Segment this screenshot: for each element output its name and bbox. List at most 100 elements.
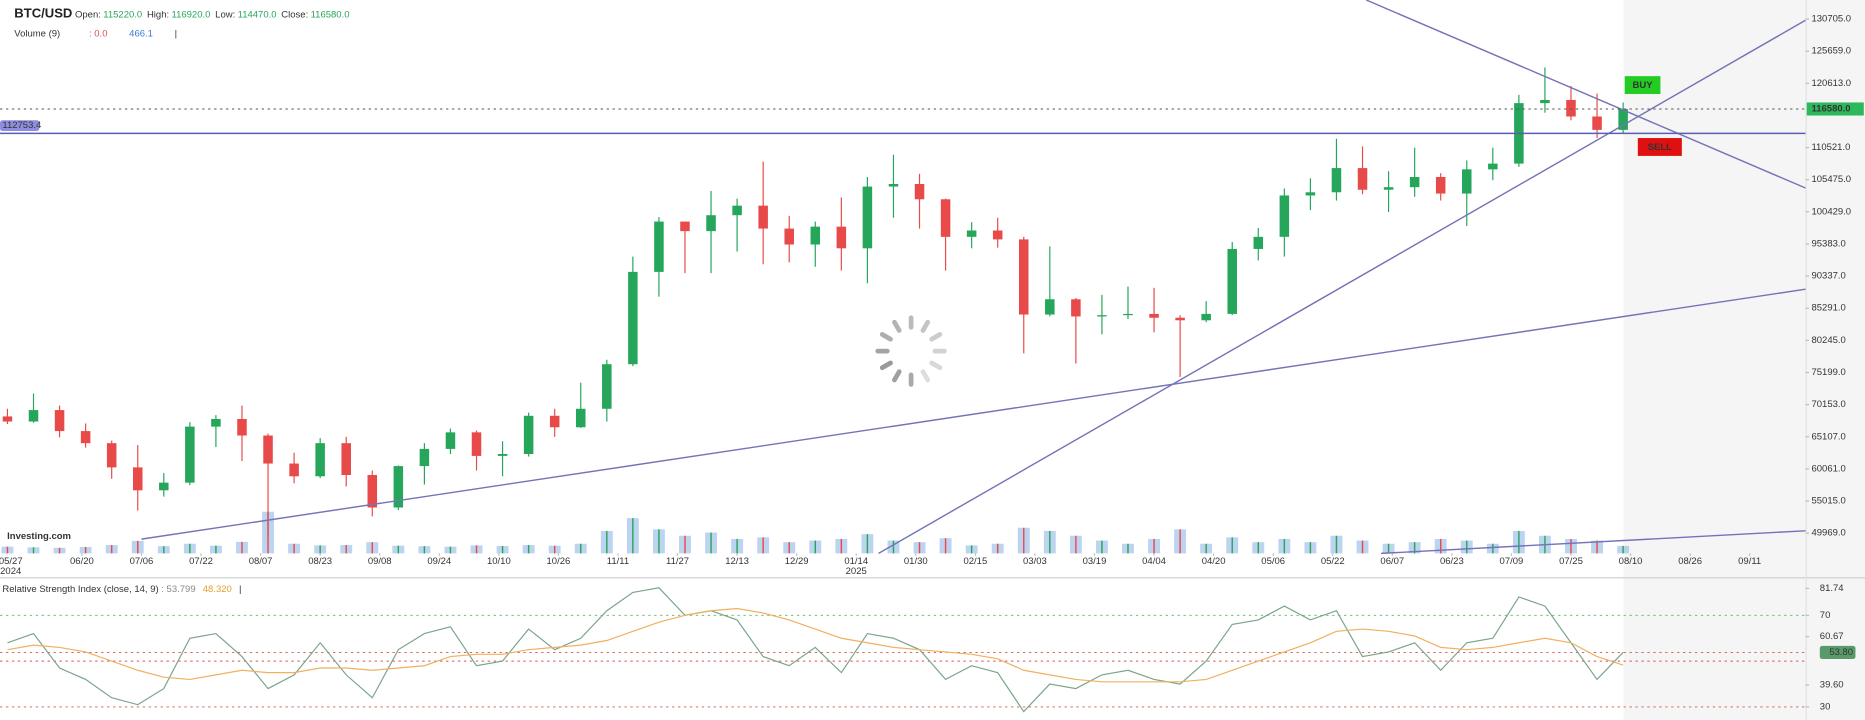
candle-body xyxy=(1045,299,1055,315)
volume-tip xyxy=(1153,538,1155,554)
header: BTC/USD Open: 115220.0 High: 116920.0 Low: 11… xyxy=(14,6,349,21)
y-tick-label: 90337.0 xyxy=(1811,271,1845,282)
candle-body xyxy=(445,432,456,449)
volume-tip xyxy=(684,535,686,554)
x-tick-label: 01/30 xyxy=(904,556,928,567)
volume-tip xyxy=(527,545,530,554)
volume-tip xyxy=(762,537,764,554)
x-tick-label: 02/15 xyxy=(963,556,987,567)
volume-tip xyxy=(1257,542,1259,554)
volume-tip xyxy=(1622,545,1624,554)
x-tick-label: 01/14 xyxy=(844,556,868,567)
candle-body xyxy=(341,443,351,476)
ohlc-value: 115220.0 xyxy=(103,9,142,20)
x-tick-label: 06/23 xyxy=(1440,556,1464,567)
volume-tip xyxy=(970,545,973,554)
candle-body xyxy=(1566,99,1576,117)
annotation-bg xyxy=(1637,138,1682,156)
candle-body xyxy=(940,199,951,237)
volume-tip xyxy=(1231,537,1233,554)
x-tick-label: 07/06 xyxy=(130,556,154,567)
separator: | xyxy=(175,28,177,39)
y-tick-label: 75199.0 xyxy=(1811,367,1845,378)
future-area xyxy=(1623,0,1865,720)
volume-tip xyxy=(1075,535,1077,554)
volume-tip xyxy=(1023,527,1025,554)
candle-body xyxy=(628,271,638,365)
hline-label: 112753.4 xyxy=(2,120,41,131)
candle-body xyxy=(1018,239,1029,315)
y-tick-label: 130705.0 xyxy=(1811,14,1851,25)
volume-tip xyxy=(1101,540,1103,554)
x-tick-label: 05/27 xyxy=(0,556,23,567)
ohlc-value: 116920.0 xyxy=(172,9,211,20)
volume-tip xyxy=(241,541,243,554)
candle-body xyxy=(966,230,977,237)
candle-body xyxy=(1071,299,1081,317)
candle-body xyxy=(706,215,716,232)
volume-tip xyxy=(814,540,816,554)
hline-label-bg xyxy=(0,120,40,131)
volume-tip xyxy=(1205,543,1207,554)
y-tick-label: 120613.0 xyxy=(1811,78,1851,89)
volume-tip xyxy=(1570,538,1572,554)
ohlc-label: High: xyxy=(147,9,169,20)
y-tick-label: 100429.0 xyxy=(1811,206,1851,217)
x-tick-label: 08/26 xyxy=(1678,556,1702,567)
candle-body xyxy=(1383,187,1394,190)
rsi-pane xyxy=(0,587,1806,713)
volume-tip xyxy=(840,538,843,554)
volume-tip xyxy=(189,543,191,554)
candle-body xyxy=(1488,163,1498,170)
ohlc: Open: 115220.0 High: 116920.0 Low: 114470.0 Cl… xyxy=(75,9,349,20)
volume-tip xyxy=(319,545,321,554)
rsi-y-tick-label: 81.74 xyxy=(1820,583,1844,594)
trend-line xyxy=(1365,0,1806,189)
candle-body xyxy=(1435,176,1446,194)
candle-body xyxy=(263,435,273,464)
candle-body xyxy=(2,416,13,422)
volume-tip xyxy=(58,547,61,554)
x-tick-label: 10/26 xyxy=(547,556,571,567)
candle-body xyxy=(1462,169,1472,194)
rsi-header-value: : 53.799 xyxy=(161,584,195,595)
candle-body xyxy=(888,184,899,187)
volume-tip xyxy=(944,538,947,554)
rsi-line xyxy=(7,587,1624,713)
volume-tip xyxy=(1439,538,1442,554)
rsi-title: Relative Strength Index (close, 14, 9) xyxy=(2,584,158,595)
volume-tip xyxy=(866,534,869,554)
x-tick-label: 12/29 xyxy=(785,556,809,567)
y-tick-label: 65107.0 xyxy=(1811,431,1845,442)
rsi-header-value: 48.320 xyxy=(203,584,232,595)
x-tick-label: 07/25 xyxy=(1559,556,1583,567)
ohlc-label: Open: xyxy=(75,9,101,20)
rsi-y-tick-label: 70 xyxy=(1820,610,1831,621)
candle-body xyxy=(862,186,873,249)
volume-tip xyxy=(371,542,373,554)
candle-body xyxy=(575,408,586,428)
x-tick-label: 08/10 xyxy=(1619,556,1643,567)
price-pane xyxy=(0,0,1806,555)
volume-tip xyxy=(1492,543,1494,554)
candle-body xyxy=(367,475,378,508)
candle-body xyxy=(1409,176,1420,188)
volume-tip xyxy=(137,540,139,554)
x-tick-label: 04/20 xyxy=(1202,556,1226,567)
y-tick-label: 125659.0 xyxy=(1811,46,1851,57)
volume-header: Volume (9) : 0.0 466.1 | xyxy=(14,28,177,39)
x-tick-label: 06/07 xyxy=(1380,556,1404,567)
candle-body xyxy=(106,443,117,468)
volume-tip xyxy=(449,546,452,554)
x-year-label: 2024 xyxy=(0,566,21,577)
volume-tip xyxy=(553,545,556,554)
candle-body xyxy=(211,418,221,427)
volume-tip xyxy=(710,532,712,554)
candle-body xyxy=(1357,168,1368,190)
volume-tip xyxy=(1127,543,1129,554)
x-tick-label: 03/19 xyxy=(1083,556,1107,567)
volume-value: 466.1 xyxy=(129,28,153,39)
candle-body xyxy=(80,431,91,444)
candle-body xyxy=(1123,313,1133,316)
